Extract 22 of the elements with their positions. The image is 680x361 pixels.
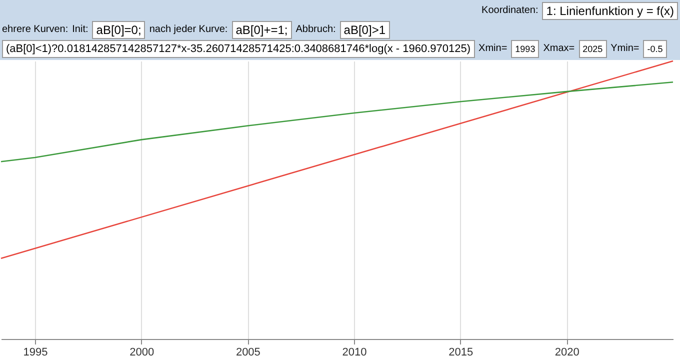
text: aB[0]>1: [340, 20, 390, 38]
text: Abbruch:: [296, 24, 336, 35]
text: aB[0]+=1;: [232, 20, 292, 38]
text: nach jeder Kurve:: [149, 24, 228, 35]
text: 2025: [578, 40, 607, 58]
x-tick-label: 2015: [448, 346, 474, 358]
text: ehrere Kurven:: [2, 24, 68, 35]
text: Ymin=: [610, 43, 640, 54]
text: Koordinaten:: [482, 5, 538, 16]
x-tick-label: 1995: [23, 346, 48, 358]
x-tick-label: 2010: [342, 346, 367, 358]
x-tick-label: 2005: [236, 346, 260, 358]
text: Init:: [72, 24, 88, 35]
text: 1: Linienfunktion y = f(x): [542, 2, 678, 20]
text: 1993: [511, 40, 540, 58]
x-tick-label: 2000: [130, 346, 154, 358]
text: (aB[0]<1)?0.018142857142857127*x-35.26071428571425:0.3408681746*log(x - 1960.970125): [2, 40, 475, 58]
text: Xmax=: [543, 43, 575, 54]
text: Xmin=: [478, 43, 508, 54]
x-tick-label: 2020: [554, 346, 580, 358]
text: -0.5: [643, 40, 667, 58]
text: aB[0]=0;: [92, 20, 146, 38]
